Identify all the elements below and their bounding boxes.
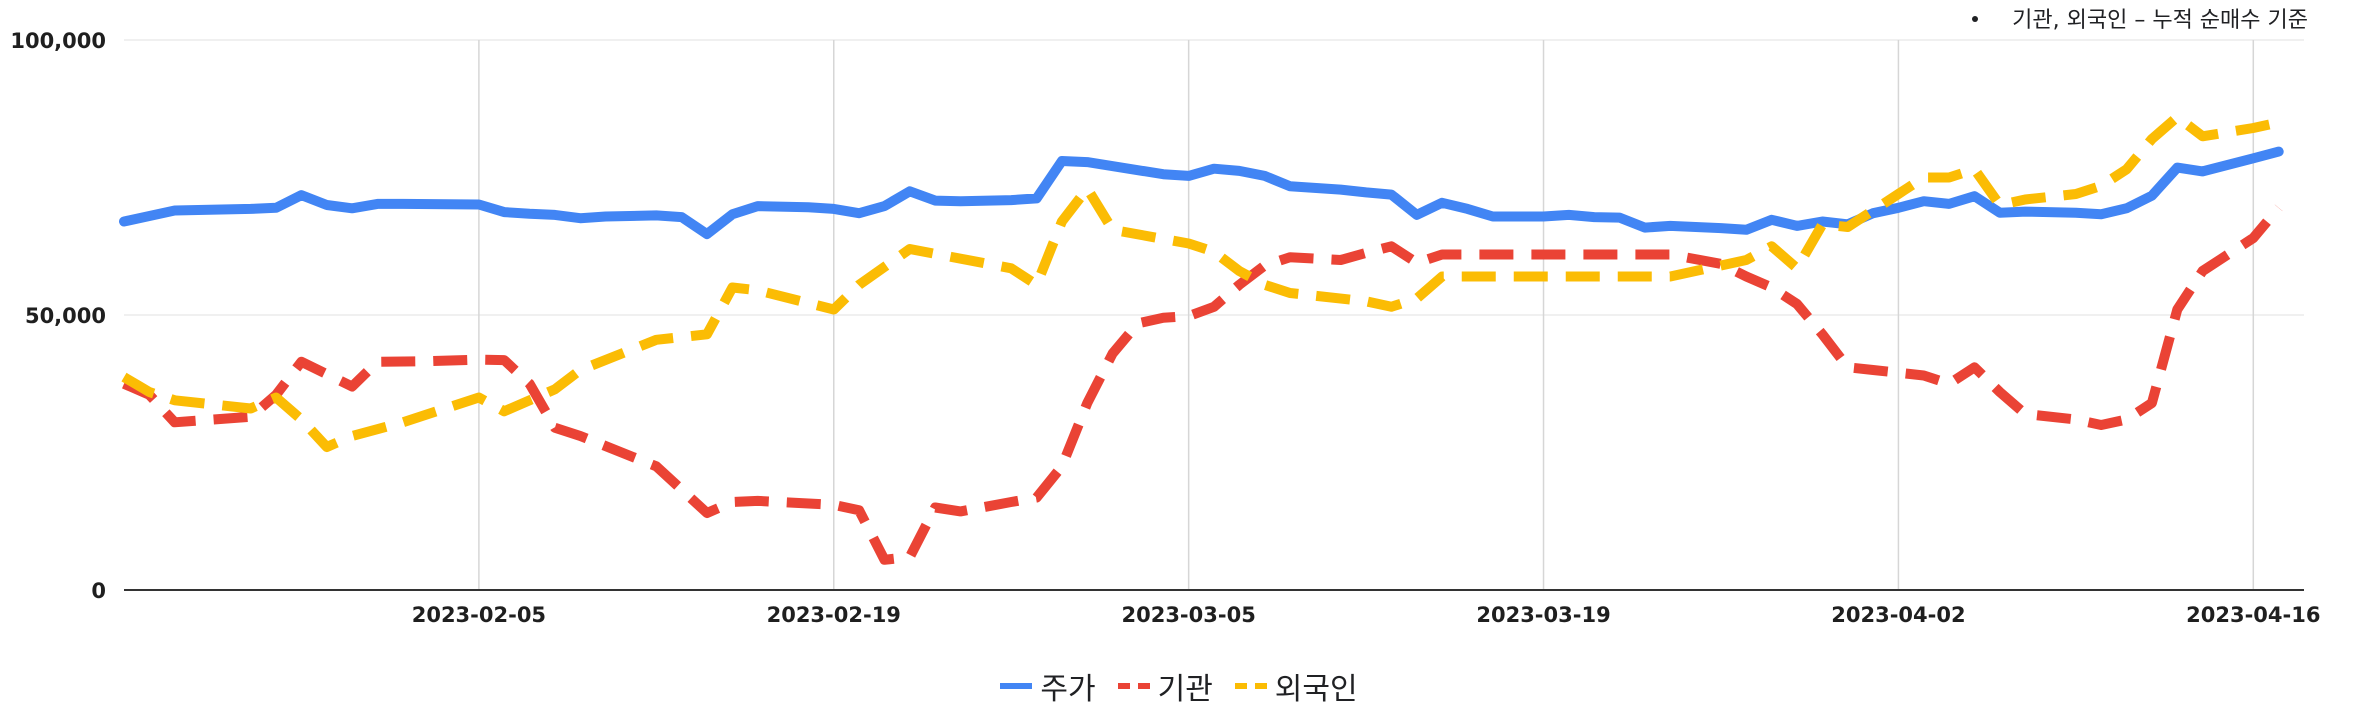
series-line-2 — [122, 204, 2283, 565]
bullet-icon — [1972, 16, 1979, 22]
series-lines — [119, 112, 2284, 565]
legend-label: 주가 — [1040, 672, 1096, 707]
legend-item: 외국인 — [1234, 664, 1358, 708]
x-tick-label: 2023-02-05 — [412, 603, 546, 627]
chart-legend: 주가 기관 외국인 — [0, 662, 2358, 708]
gridlines — [124, 39, 2304, 591]
series-line-1 — [119, 146, 2284, 240]
legend-label: 기관 — [1157, 672, 1213, 707]
legend-label: 외국인 — [1274, 672, 1358, 707]
chart-note: 기관, 외국인 – 누적 순매수 기준 — [1972, 2, 2308, 34]
legend-swatch — [1000, 683, 1033, 689]
x-tick-label: 2023-03-19 — [1476, 603, 1610, 627]
legend-item: 주가 — [1000, 664, 1096, 708]
y-tick-label: 50,000 — [25, 304, 106, 328]
y-tick-label: 0 — [91, 579, 106, 603]
legend-swatch — [1117, 683, 1150, 689]
series-line-3 — [121, 112, 2280, 452]
x-tick-label: 2023-04-02 — [1831, 603, 1965, 627]
x-tick-label: 2023-04-16 — [2186, 603, 2320, 627]
y-tick-label: 100,000 — [10, 29, 106, 53]
x-tick-label: 2023-03-05 — [1121, 603, 1255, 627]
x-tick-label: 2023-02-19 — [767, 603, 901, 627]
chart-note-text: 기관, 외국인 – 누적 순매수 기준 — [2012, 8, 2308, 33]
axis-labels: 0 50,000 100,000 2023-02-05 2023-02-19 2023-0… — [10, 29, 2320, 627]
legend-item: 기관 — [1117, 664, 1213, 708]
legend-swatch — [1234, 683, 1267, 689]
